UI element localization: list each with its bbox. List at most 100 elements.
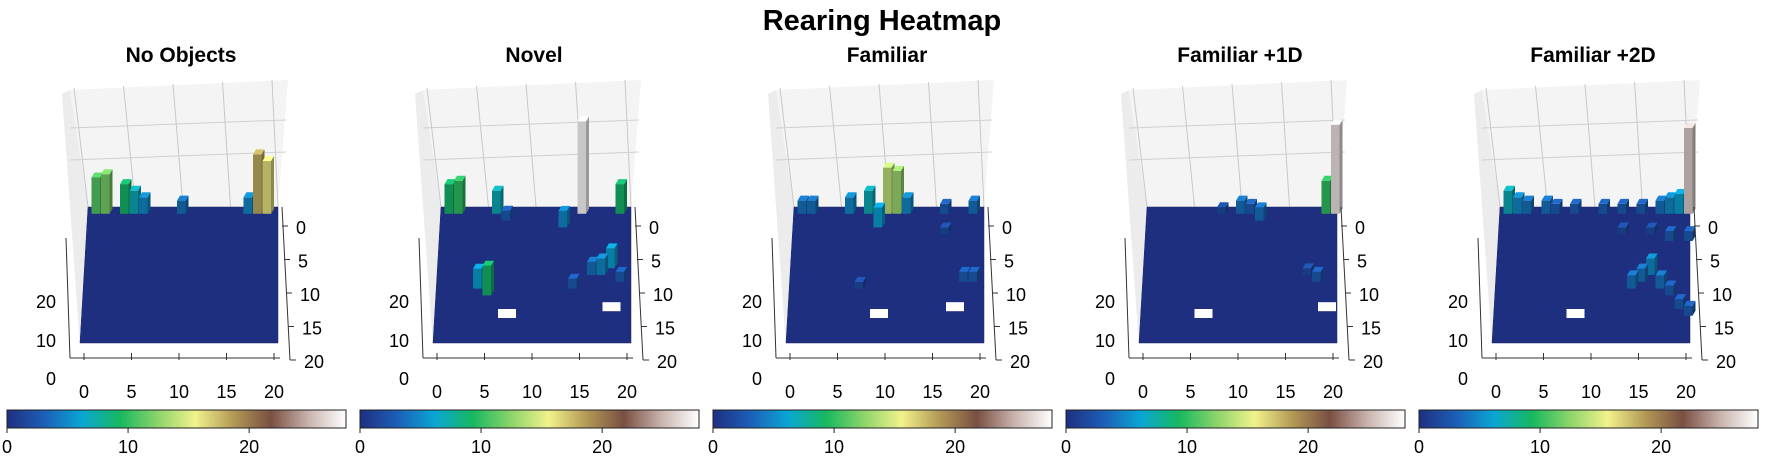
bar [558,205,570,228]
grid-line [1128,119,1346,129]
panel-title: Familiar [847,44,928,67]
bar [101,169,113,214]
y-tick-label: 10 [1006,285,1026,305]
floor [1138,206,1338,344]
z-tick-label: 10 [742,331,762,351]
colorbar [1065,409,1406,429]
grid-line [1634,81,1643,208]
x-tick-label: 15 [922,382,942,402]
bar [1665,280,1677,296]
x-tick-label: 0 [79,382,89,402]
grid-line [775,119,993,129]
x-tick-label: 0 [432,382,442,402]
bar [807,195,819,214]
bar [1617,222,1629,235]
z-tick-label: 0 [752,369,762,389]
side-pane [768,90,794,347]
y-tick-label: 10 [1712,285,1732,305]
colorbar-tick-label: 0 [2,437,12,457]
bar [1217,202,1229,214]
bar [139,192,151,214]
bar [1684,123,1696,214]
grid-line [779,87,795,208]
bar [615,266,627,282]
colorbar [1418,409,1759,429]
colorbar [6,409,347,429]
bar [940,222,952,235]
panel-title: Familiar +2D [1530,44,1655,67]
bar [615,179,627,214]
y-tick-label: 10 [653,285,673,305]
bar [1255,202,1267,221]
y-tick-label: 0 [1355,218,1365,238]
x-tick-label: 20 [617,382,637,402]
panel-2: Novel 0 5 10 15 20 0 5 10 15 20 0 10 20 0 10 20 [355,44,700,457]
x-tick-label: 5 [126,382,136,402]
y-axis [281,206,291,361]
y-tick-label: 15 [1714,319,1734,339]
bar [1636,198,1648,214]
colorbar-tick-label: 0 [1414,437,1424,457]
x-tick-label: 0 [1138,382,1148,402]
back-pane [1482,80,1700,207]
grid-line [222,81,231,208]
y-tick-label: 15 [302,319,322,339]
z-axis [418,237,424,359]
z-tick-label: 10 [1448,331,1468,351]
grid-line [476,85,489,208]
colorbar-tick-label: 10 [1177,437,1197,457]
colorbar-tick-label: 20 [239,437,259,457]
panel-title: Familiar +1D [1177,44,1302,67]
z-tick-label: 10 [389,331,409,351]
grid-line [624,79,632,208]
bar [1302,263,1314,275]
panel-4: Familiar +1D 0 5 10 15 20 0 5 10 15 20 0 10 20 0 10 20 [1061,44,1406,457]
x-tick-label: 5 [1538,382,1548,402]
x-tick-label: 15 [1275,382,1295,402]
z-tick-label: 20 [36,292,56,312]
grid-line [928,81,937,208]
x-tick-label: 10 [169,382,189,402]
z-tick-label: 20 [1448,292,1468,312]
colorbar-tick-label: 0 [708,437,718,457]
y-tick-label: 20 [1363,352,1383,372]
bar [854,277,866,289]
floor [785,206,985,344]
grid-line [422,151,640,161]
y-tick-label: 15 [1361,319,1381,339]
bar [1646,253,1658,275]
bar [482,260,494,296]
grid-line [1481,151,1699,161]
bar [577,116,589,214]
back-pane [70,80,288,207]
bar [968,195,980,214]
bar [262,156,274,214]
bar [1684,300,1696,316]
bar [1245,198,1257,214]
bar [492,185,504,214]
z-axis [65,237,71,359]
y-tick-label: 5 [298,252,308,272]
y-tick-label: 0 [1708,218,1718,238]
panel-title: No Objects [126,44,237,67]
grid-line [1485,87,1501,208]
bar [1617,198,1629,214]
grid-line [525,83,537,208]
grid-line [977,79,985,208]
bar [1598,198,1610,214]
grid-line [1535,85,1548,208]
x-tick-label: 15 [216,382,236,402]
bar [1646,222,1658,235]
bar [1636,263,1648,282]
colorbar-tick-label: 20 [592,437,612,457]
colorbar [712,409,1053,429]
back-pane [776,80,994,207]
bar [1312,266,1324,282]
y-tick-label: 5 [1710,252,1720,272]
bar [568,273,580,289]
x-tick-label: 15 [569,382,589,402]
grid-line [1231,83,1243,208]
empty-cell [1318,302,1336,312]
colorbar-tick-label: 10 [1530,437,1550,457]
